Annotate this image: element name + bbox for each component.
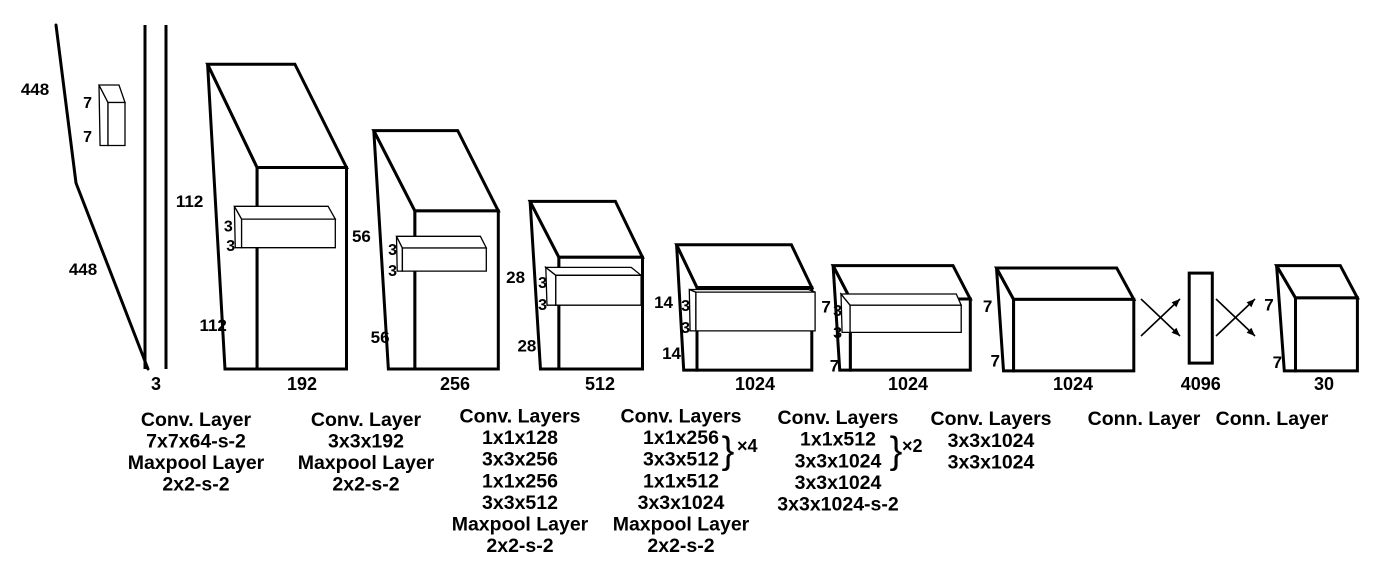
svg-text:14: 14	[654, 293, 673, 312]
svg-text:3: 3	[226, 238, 235, 255]
svg-text:3: 3	[151, 374, 161, 394]
svg-text:Conn. Layer: Conn. Layer	[1216, 408, 1329, 430]
svg-text:}: }	[890, 430, 903, 472]
svg-text:3: 3	[833, 303, 842, 320]
svg-text:256: 256	[440, 374, 470, 394]
svg-text:192: 192	[287, 374, 317, 394]
svg-text:112: 112	[199, 316, 226, 335]
svg-text:112: 112	[176, 192, 203, 211]
svg-text:7: 7	[821, 298, 830, 317]
svg-text:28: 28	[506, 268, 525, 287]
svg-text:3: 3	[681, 298, 690, 315]
svg-text:1024: 1024	[1053, 374, 1093, 394]
svg-text:7: 7	[1273, 353, 1282, 372]
svg-text:56: 56	[352, 227, 371, 246]
svg-text:7: 7	[83, 129, 92, 146]
svg-text:3: 3	[388, 242, 397, 259]
svg-text:7: 7	[991, 351, 1000, 370]
svg-text:×2: ×2	[902, 436, 923, 456]
svg-text:28: 28	[517, 336, 536, 355]
svg-text:14: 14	[662, 344, 681, 363]
svg-text:7: 7	[1264, 295, 1273, 314]
svg-text:3: 3	[388, 263, 397, 280]
svg-text:3: 3	[538, 297, 547, 314]
svg-text:7: 7	[830, 356, 839, 375]
svg-text:56: 56	[371, 328, 390, 347]
svg-text:3: 3	[224, 219, 233, 236]
svg-text:1024: 1024	[888, 374, 928, 394]
svg-text:}: }	[722, 430, 735, 472]
svg-text:4096: 4096	[1181, 374, 1221, 394]
svg-text:1024: 1024	[735, 374, 775, 394]
svg-text:7: 7	[983, 297, 992, 316]
svg-text:448: 448	[69, 260, 97, 279]
svg-text:Conn. Layer: Conn. Layer	[1088, 408, 1201, 430]
svg-text:3: 3	[681, 320, 690, 337]
svg-text:3: 3	[538, 275, 547, 292]
svg-text:×4: ×4	[737, 436, 758, 456]
svg-text:3: 3	[833, 325, 842, 342]
svg-text:30: 30	[1314, 374, 1334, 394]
svg-text:512: 512	[585, 374, 615, 394]
svg-text:7: 7	[83, 95, 92, 112]
svg-text:448: 448	[21, 80, 49, 99]
